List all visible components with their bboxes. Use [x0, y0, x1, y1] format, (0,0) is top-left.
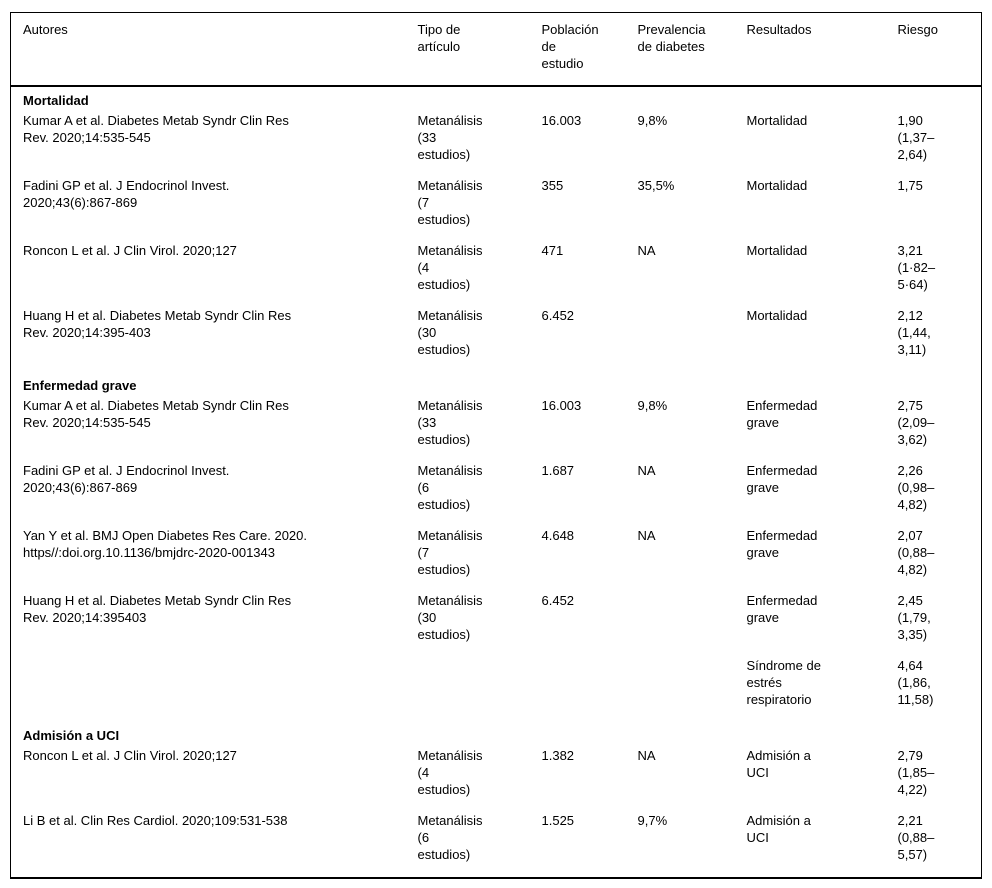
- cell-tipo-articulo: Metanálisis (4 estudios): [417, 748, 483, 797]
- table-row: Huang H et al. Diabetes Metab Syndr Clin…: [11, 592, 982, 657]
- section-label: Admisión a UCI: [23, 728, 120, 743]
- cell-poblacion-estudio: 1.382: [541, 748, 575, 763]
- cell-prevalencia-diabetes: 35,5%: [637, 178, 675, 193]
- cell-tipo-articulo: Metanálisis (30 estudios): [417, 593, 483, 642]
- cell-autores: Huang H et al. Diabetes Metab Syndr Clin…: [23, 308, 292, 340]
- cell-autores: [11, 657, 418, 722]
- section-row-mortalidad: Mortalidad: [11, 86, 982, 112]
- cell-poblacion-estudio: 16.003: [541, 113, 582, 128]
- table-row-continuation: Síndrome de estrés respiratorio 4,64 (1,…: [11, 657, 982, 722]
- studies-table: Autores Tipo de artículo Población de es…: [10, 12, 982, 879]
- cell-tipo-articulo: Metanálisis (6 estudios): [417, 813, 483, 862]
- col-header-riesgo: Riesgo: [897, 12, 982, 87]
- table-row: Yan Y et al. BMJ Open Diabetes Res Care.…: [11, 527, 982, 592]
- cell-autores: Kumar A et al. Diabetes Metab Syndr Clin…: [23, 398, 289, 430]
- cell-tipo-articulo: Metanálisis (7 estudios): [417, 178, 483, 227]
- col-header-autores: Autores: [10, 12, 418, 87]
- cell-autores: Yan Y et al. BMJ Open Diabetes Res Care.…: [23, 528, 307, 560]
- cell-riesgo: 1,75: [897, 178, 923, 193]
- cell-poblacion-estudio: 6.452: [541, 593, 575, 608]
- cell-prevalencia-diabetes: NA: [637, 748, 656, 763]
- cell-riesgo: 2,12 (1,44, 3,11): [897, 308, 931, 357]
- cell-tipo-articulo: Metanálisis (30 estudios): [417, 308, 483, 357]
- cell-prevalencia-diabetes: [638, 592, 747, 657]
- cell-prevalencia-diabetes: NA: [637, 243, 656, 258]
- cell-resultados: Enfermedad grave: [746, 463, 818, 495]
- cell-riesgo: 2,45 (1,79, 3,35): [897, 593, 931, 642]
- cell-poblacion-estudio: 471: [541, 243, 564, 258]
- header-row: Autores Tipo de artículo Población de es…: [10, 12, 982, 87]
- cell-autores: Fadini GP et al. J Endocrinol Invest. 20…: [23, 178, 230, 210]
- section-label: Enfermedad grave: [23, 378, 137, 393]
- cell-resultados: Mortalidad: [746, 178, 808, 193]
- cell-tipo-articulo: [418, 657, 542, 722]
- cell-poblacion-estudio: 1.525: [541, 813, 575, 828]
- table-row: Kumar A et al. Diabetes Metab Syndr Clin…: [11, 112, 982, 177]
- cell-tipo-articulo: Metanálisis (33 estudios): [417, 113, 483, 162]
- cell-resultados: Admisión a UCI: [746, 748, 811, 780]
- table-row: Fadini GP et al. J Endocrinol Invest. 20…: [11, 462, 982, 527]
- cell-riesgo: 2,21 (0,88– 5,57): [897, 813, 935, 862]
- cell-autores: Li B et al. Clin Res Cardiol. 2020;109:5…: [23, 813, 288, 828]
- table-row: Fadini GP et al. J Endocrinol Invest. 20…: [11, 177, 982, 242]
- cell-resultados: Enfermedad grave: [746, 528, 818, 560]
- cell-poblacion-estudio: [542, 657, 638, 722]
- cell-resultados: Enfermedad grave: [746, 593, 818, 625]
- cell-prevalencia-diabetes: 9,7%: [637, 813, 668, 828]
- cell-riesgo: 3,21 (1·82– 5·64): [897, 243, 936, 292]
- table-row: Li B et al. Clin Res Cardiol. 2020;109:5…: [11, 812, 982, 878]
- table-row: Roncon L et al. J Clin Virol. 2020;127 M…: [11, 242, 982, 307]
- cell-poblacion-estudio: 16.003: [541, 398, 582, 413]
- col-header-resultados: Resultados: [746, 12, 898, 87]
- cell-riesgo: 1,90 (1,37– 2,64): [897, 113, 935, 162]
- cell-autores: Kumar A et al. Diabetes Metab Syndr Clin…: [23, 113, 289, 145]
- cell-riesgo: 2,75 (2,09– 3,62): [897, 398, 935, 447]
- cell-riesgo: 4,64 (1,86, 11,58): [897, 658, 934, 707]
- cell-resultados: Enfermedad grave: [746, 398, 818, 430]
- cell-autores: Roncon L et al. J Clin Virol. 2020;127: [23, 748, 237, 763]
- section-row-enfermedad-grave: Enfermedad grave: [11, 372, 982, 397]
- cell-riesgo: 2,07 (0,88– 4,82): [897, 528, 935, 577]
- col-header-poblacion-estudio: Población de estudio: [541, 12, 638, 87]
- cell-tipo-articulo: Metanálisis (4 estudios): [417, 243, 483, 292]
- col-header-tipo-articulo: Tipo de artículo: [417, 12, 542, 87]
- cell-poblacion-estudio: 4.648: [541, 528, 575, 543]
- cell-resultados: Admisión a UCI: [746, 813, 811, 845]
- cell-resultados: Mortalidad: [746, 308, 808, 323]
- cell-resultados: Mortalidad: [746, 113, 808, 128]
- table-row: Roncon L et al. J Clin Virol. 2020;127 M…: [11, 747, 982, 812]
- cell-autores: Roncon L et al. J Clin Virol. 2020;127: [23, 243, 237, 258]
- section-label: Mortalidad: [23, 93, 89, 108]
- cell-prevalencia-diabetes: NA: [637, 528, 656, 543]
- cell-tipo-articulo: Metanálisis (7 estudios): [417, 528, 483, 577]
- cell-poblacion-estudio: 355: [541, 178, 564, 193]
- cell-prevalencia-diabetes: 9,8%: [637, 113, 668, 128]
- section-row-admision-uci: Admisión a UCI: [11, 722, 982, 747]
- cell-tipo-articulo: Metanálisis (33 estudios): [417, 398, 483, 447]
- cell-riesgo: 2,79 (1,85– 4,22): [897, 748, 935, 797]
- col-header-prevalencia-diabetes: Prevalencia de diabetes: [637, 12, 747, 87]
- cell-autores: Huang H et al. Diabetes Metab Syndr Clin…: [23, 593, 292, 625]
- cell-poblacion-estudio: 6.452: [541, 308, 575, 323]
- cell-poblacion-estudio: 1.687: [541, 463, 575, 478]
- cell-prevalencia-diabetes: [638, 657, 747, 722]
- table-row: Kumar A et al. Diabetes Metab Syndr Clin…: [11, 397, 982, 462]
- cell-prevalencia-diabetes: 9,8%: [637, 398, 668, 413]
- cell-prevalencia-diabetes: NA: [637, 463, 656, 478]
- cell-resultados: Mortalidad: [746, 243, 808, 258]
- cell-autores: Fadini GP et al. J Endocrinol Invest. 20…: [23, 463, 230, 495]
- cell-tipo-articulo: Metanálisis (6 estudios): [417, 463, 483, 512]
- table-row: Huang H et al. Diabetes Metab Syndr Clin…: [11, 307, 982, 372]
- cell-riesgo: 2,26 (0,98– 4,82): [897, 463, 935, 512]
- cell-prevalencia-diabetes: [638, 307, 747, 372]
- cell-resultados: Síndrome de estrés respiratorio: [746, 658, 821, 707]
